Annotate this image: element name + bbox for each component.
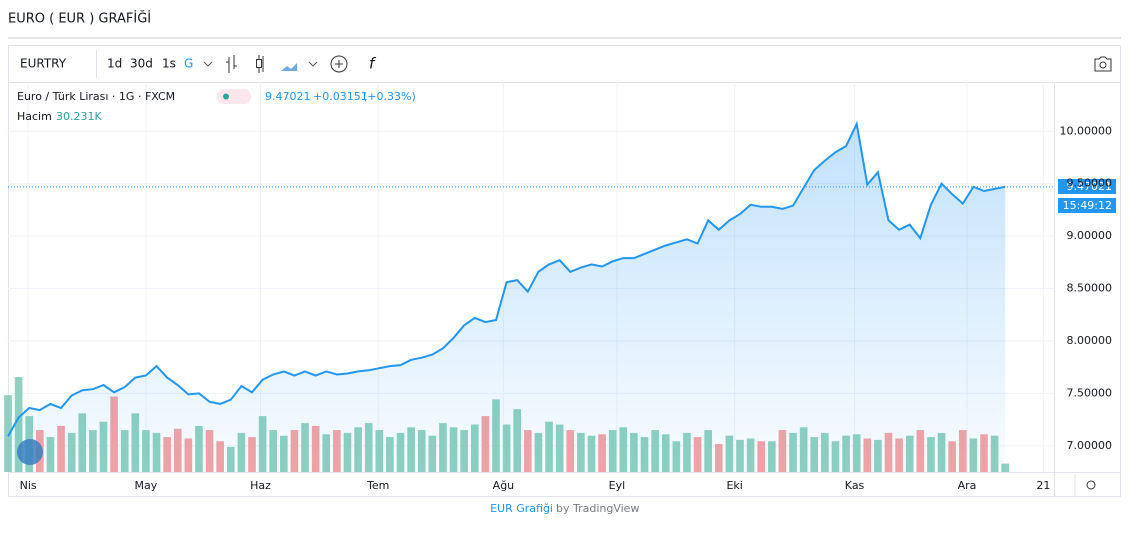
page-title: EURO ( EUR ) GRAFİĞİ xyxy=(8,11,151,27)
last-price: 9.47021 xyxy=(265,90,311,103)
compare-icon[interactable] xyxy=(330,55,348,73)
interval[interactable]: 1s xyxy=(162,57,176,71)
x-tick-label: Eyl xyxy=(609,479,626,492)
y-tick-label: 7.50000 xyxy=(1067,386,1113,399)
volume-last: 30.231K xyxy=(56,110,102,123)
interval[interactable]: 30d xyxy=(130,57,153,71)
area xyxy=(8,123,1006,473)
x-tick-label: Ağu xyxy=(493,479,514,492)
plot xyxy=(4,82,1054,473)
x-tick-label: Nis xyxy=(20,479,37,492)
y-tick-label: 8.50000 xyxy=(1067,282,1113,295)
y-tick-label: 8.00000 xyxy=(1067,334,1113,347)
lens xyxy=(1099,61,1107,69)
symbol[interactable]: EURTRY xyxy=(20,57,67,71)
y-tick-label: 9.00000 xyxy=(1067,229,1113,242)
y-tick-label: 7.00000 xyxy=(1067,439,1113,452)
camera-icon[interactable] xyxy=(1094,56,1112,72)
last-change: +0.03151 xyxy=(313,90,368,103)
tv-logo[interactable] xyxy=(17,439,43,465)
candle xyxy=(256,59,262,68)
price-box-label: 9.47021 xyxy=(1067,180,1113,193)
y-tick-label: 10.00000 xyxy=(1060,124,1113,137)
footer-link[interactable]: EUR Grafiği xyxy=(490,502,553,515)
price-box xyxy=(1058,179,1116,194)
x-tick-label: Haz xyxy=(250,479,271,492)
volume-bar xyxy=(4,395,12,472)
footer-by: by TradingView xyxy=(556,502,639,515)
x-tick-label: Kas xyxy=(845,479,865,492)
last-percent: (+0.33%) xyxy=(363,90,416,103)
interval-active[interactable]: G xyxy=(184,57,193,71)
x-tick-label: May xyxy=(135,479,158,492)
y-tick-label: 9.50000 xyxy=(1067,177,1113,190)
dropdown-icon[interactable] xyxy=(203,61,213,67)
x-tick-label: Tem xyxy=(366,479,389,492)
plus xyxy=(335,60,343,68)
dropdown-icon[interactable] xyxy=(308,61,318,67)
interval[interactable]: 1d xyxy=(107,57,122,71)
indicators-icon[interactable]: f xyxy=(369,55,377,73)
area-icon[interactable] xyxy=(281,63,297,71)
legend-badge xyxy=(217,89,251,104)
bars-icon[interactable] xyxy=(226,55,237,73)
time-box xyxy=(1058,198,1116,213)
x-tick-label: 21 xyxy=(1036,479,1050,492)
volume-name: Hacim xyxy=(17,110,52,123)
x-tick-label: Eki xyxy=(726,479,742,492)
price-line xyxy=(7,120,1006,437)
x-tick-label: Ara xyxy=(958,479,977,492)
dot xyxy=(223,93,229,100)
time-box-label: 15:49:12 xyxy=(1063,199,1112,212)
legend-title: Euro / Türk Lirası · 1G · FXCM xyxy=(17,90,175,103)
volume-bar xyxy=(1001,463,1010,472)
settings-icon[interactable] xyxy=(1086,480,1096,490)
